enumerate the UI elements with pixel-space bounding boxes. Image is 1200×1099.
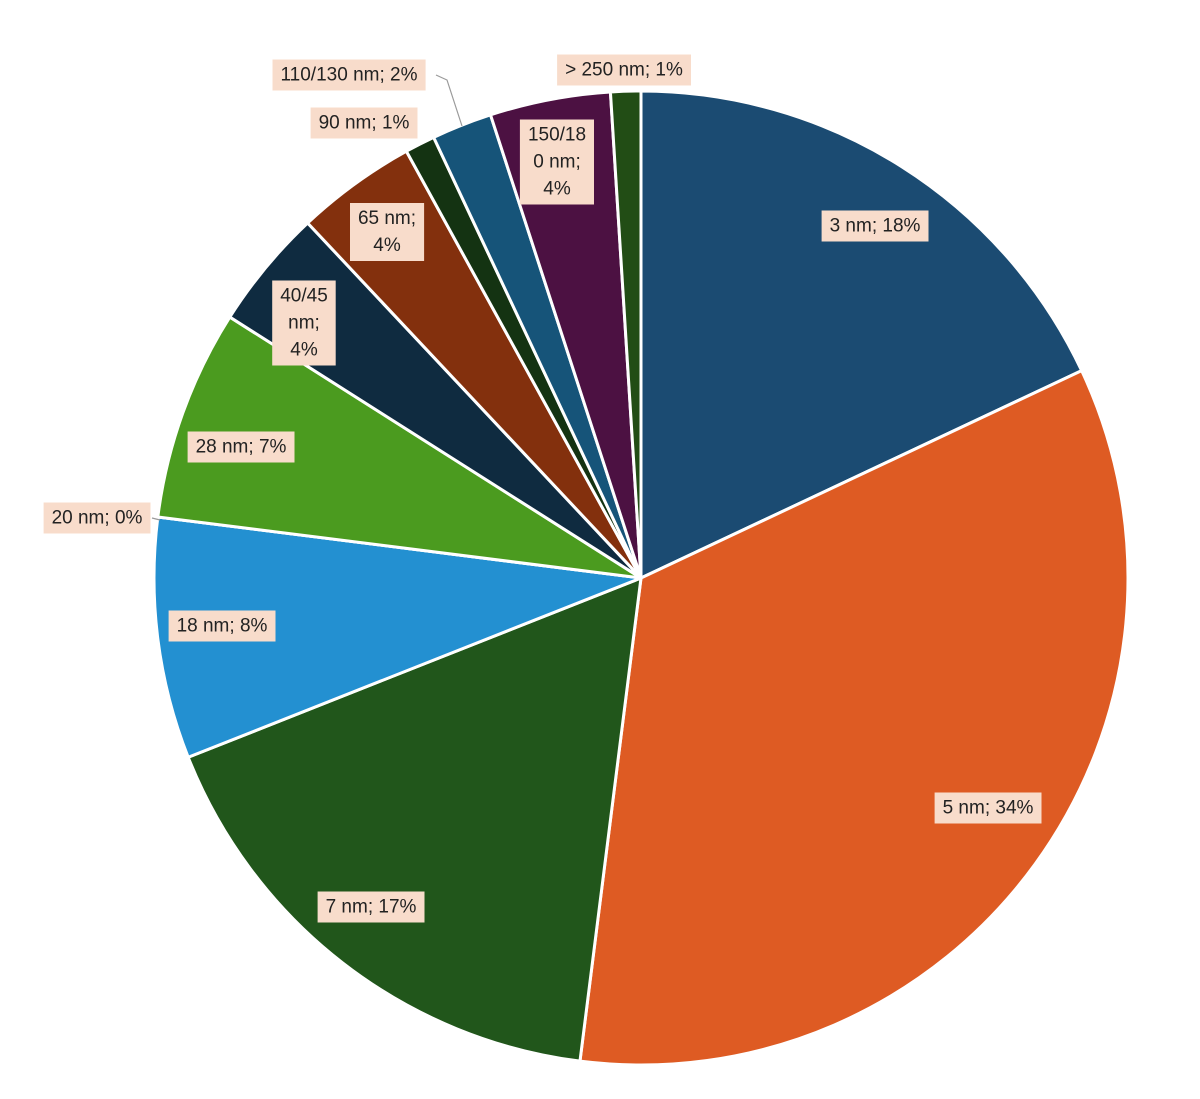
- slice-label-background: [272, 59, 426, 91]
- pie-slice-3nm: [639, 89, 1084, 580]
- slice-label-line: 4%: [290, 340, 318, 361]
- leader-line-20nm: [151, 517, 161, 521]
- slice-label-background: [310, 107, 418, 139]
- slice-label-line: 7 nm; 17%: [326, 897, 417, 918]
- slice-label-text: 110/130 nm; 2%: [281, 65, 418, 86]
- slice-label-line: 150/18: [528, 125, 586, 146]
- slice-label-40-45nm: 40/45 nm; 4%: [272, 280, 336, 366]
- slice-label-background: [43, 502, 151, 534]
- slice-label-background: [187, 431, 295, 463]
- slice-label-line: 20 nm; 0%: [52, 508, 143, 529]
- slice-label-background: [519, 119, 594, 205]
- labels-layer: 3 nm; 18% 5 nm; 34% 7 nm; 17% 18 nm; 8% 20 n…: [43, 54, 1042, 923]
- slice-label-line: 28 nm; 7%: [196, 437, 287, 458]
- slice-label-20nm: 20 nm; 0%: [43, 502, 151, 534]
- slice-label-line: 3 nm; 18%: [830, 216, 921, 237]
- slice-label-line: 90 nm; 1%: [319, 113, 410, 134]
- slice-label-text: 20 nm; 0%: [52, 508, 143, 529]
- leader-line-110-130nm: [435, 74, 463, 127]
- slice-label-text: 40/45 nm; 4%: [280, 286, 328, 361]
- leader-lines-layer: [151, 74, 463, 521]
- slice-label-text: 28 nm; 7%: [196, 437, 287, 458]
- slice-label-text: 65 nm; 4%: [358, 208, 416, 256]
- slice-label-line: 0 nm;: [533, 152, 581, 173]
- slice-label-line: 110/130 nm; 2%: [281, 65, 418, 86]
- slice-label-18nm: 18 nm; 8%: [168, 610, 276, 642]
- slice-label-background: [557, 54, 691, 86]
- slice-label-background: [821, 210, 929, 242]
- pie-slice-18nm: [152, 515, 643, 759]
- slice-label-90nm: 90 nm; 1%: [310, 107, 418, 139]
- slice-label-line: 40/45: [280, 286, 328, 307]
- slice-label-line: 4%: [543, 179, 571, 200]
- slice-label-5nm: 5 nm; 34%: [934, 792, 1042, 824]
- slice-label-line: > 250 nm; 1%: [565, 60, 683, 81]
- slice-label-text: > 250 nm; 1%: [565, 60, 683, 81]
- slice-label-110-130nm: 110/130 nm; 2%: [272, 59, 426, 91]
- slice-label-250nm: > 250 nm; 1%: [557, 54, 691, 86]
- slice-label-line: nm;: [288, 313, 320, 334]
- slice-label-7nm: 7 nm; 17%: [317, 891, 425, 923]
- pie-slice-7nm: [186, 576, 643, 1063]
- slice-label-text: 90 nm; 1%: [319, 113, 410, 134]
- slice-label-28nm: 28 nm; 7%: [187, 431, 295, 463]
- slice-label-background: [168, 610, 276, 642]
- slice-label-line: 5 nm; 34%: [943, 798, 1034, 819]
- slice-label-line: 65 nm;: [358, 208, 416, 229]
- slices-layer: [152, 89, 1130, 1067]
- slice-label-text: 7 nm; 17%: [326, 897, 417, 918]
- slice-label-65nm: 65 nm; 4%: [350, 203, 425, 261]
- slice-label-background: [934, 792, 1042, 824]
- slice-label-line: 18 nm; 8%: [177, 616, 268, 637]
- pie-slice-28nm: [156, 315, 643, 580]
- slice-label-background: [272, 280, 336, 366]
- slice-label-background: [350, 203, 425, 261]
- slice-label-text: 5 nm; 34%: [943, 798, 1034, 819]
- slice-label-text: 150/18 0 nm; 4%: [528, 125, 586, 200]
- slice-label-text: 3 nm; 18%: [830, 216, 921, 237]
- slice-label-background: [317, 891, 425, 923]
- slice-label-text: 18 nm; 8%: [177, 616, 268, 637]
- pie-slice-250nm: [608, 89, 643, 580]
- pie-slice-5nm: [578, 369, 1130, 1067]
- slice-label-150-180nm: 150/18 0 nm; 4%: [519, 119, 594, 205]
- slice-label-line: 4%: [373, 235, 401, 256]
- slice-label-3nm: 3 nm; 18%: [821, 210, 929, 242]
